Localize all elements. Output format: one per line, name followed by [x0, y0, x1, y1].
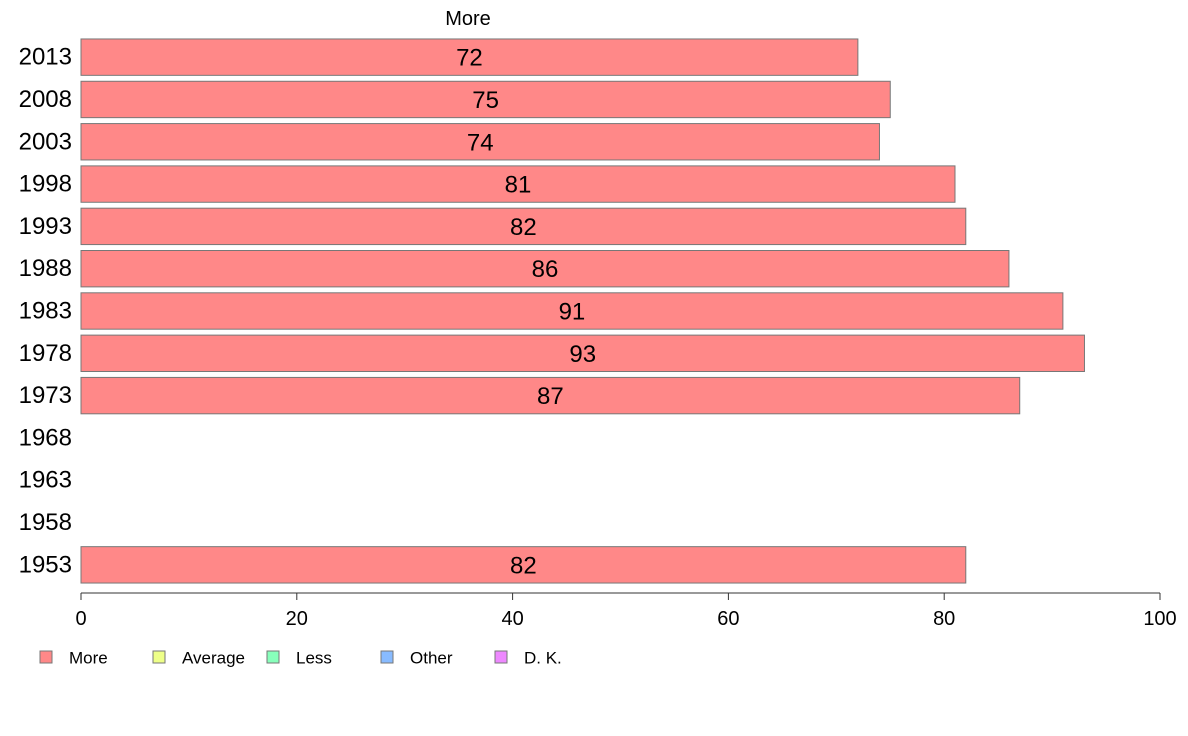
legend-label: More: [69, 649, 108, 668]
bar: [80, 38, 859, 76]
category-label: 1963: [19, 467, 72, 494]
chart-title: More: [445, 8, 491, 30]
legend: More Average Less Other D. K.: [39, 649, 562, 668]
bar-value-label: 72: [456, 45, 483, 72]
legend-swatch: [494, 650, 508, 664]
legend-swatch: [152, 650, 166, 664]
category-label: 1998: [19, 171, 72, 198]
bar: [80, 546, 967, 584]
bar: [80, 80, 891, 119]
category-label: 1993: [19, 213, 72, 240]
x-tick-label: 80: [933, 608, 955, 630]
x-axis: 0 20 40 60 80 100: [75, 592, 1177, 630]
category-label: 2013: [19, 44, 72, 71]
category-label: 1988: [19, 255, 72, 282]
bar-value-label: 74: [467, 129, 494, 156]
bar: [80, 292, 1064, 330]
x-tick-label: 60: [717, 608, 739, 630]
category-labels: 2013 2008 2003 1998 1993 1988 1983 1978 1973 1968…: [19, 44, 72, 579]
bar-value-label: 86: [532, 256, 559, 283]
category-label: 1953: [19, 551, 72, 578]
x-tick-label: 0: [75, 608, 86, 630]
bar-value-label: 75: [472, 87, 499, 114]
bar: [80, 165, 956, 203]
bar-value-label: 91: [559, 299, 586, 326]
category-label: 1978: [19, 340, 72, 367]
bar: [80, 334, 1085, 373]
category-label: 2003: [19, 128, 72, 155]
category-label: 1973: [19, 382, 72, 409]
legend-label: D. K.: [524, 649, 562, 668]
bar-value-label: 87: [537, 383, 564, 410]
legend-label: Other: [410, 649, 453, 668]
bar-value-label: 81: [505, 172, 532, 199]
legend-swatch: [380, 650, 394, 664]
bar: [80, 123, 880, 161]
category-label: 2008: [19, 86, 72, 113]
bar: [80, 376, 1021, 415]
legend-label: Average: [182, 649, 245, 668]
category-label: 1958: [19, 509, 72, 536]
legend-label: Less: [296, 649, 332, 668]
bar-value-label: 82: [510, 214, 537, 241]
bar-value-label: 82: [510, 552, 537, 579]
bar: [80, 207, 967, 246]
category-label: 1968: [19, 424, 72, 451]
category-label: 1983: [19, 298, 72, 325]
x-tick-label: 100: [1143, 608, 1176, 630]
legend-swatch: [266, 650, 280, 664]
bar: [80, 250, 1010, 288]
bar-value-label: 93: [569, 341, 596, 368]
legend-swatch: [39, 650, 53, 664]
x-tick-label: 40: [501, 608, 523, 630]
x-tick-label: 20: [286, 608, 308, 630]
